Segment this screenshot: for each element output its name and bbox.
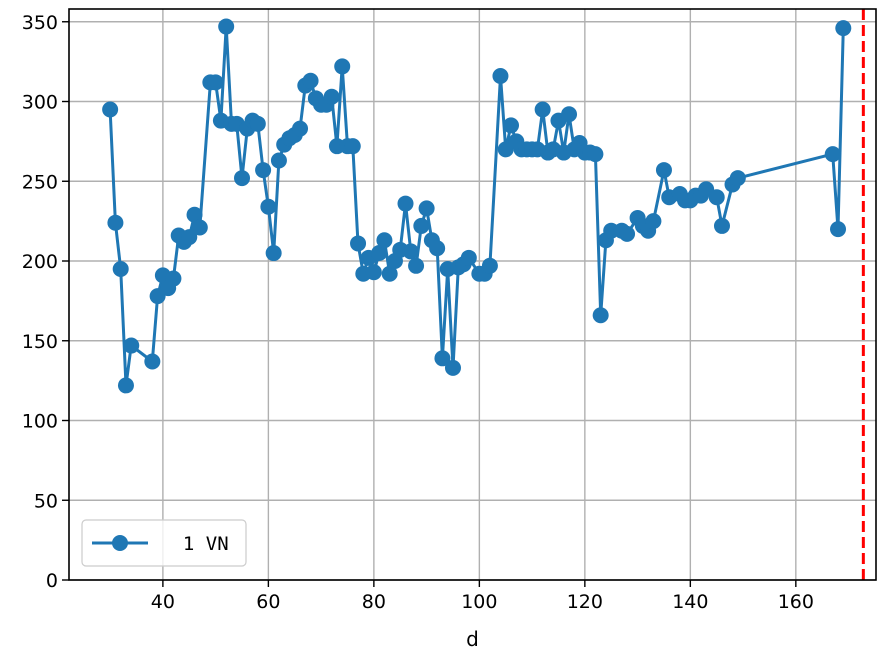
y-tick-label: 150 — [22, 331, 58, 353]
data-point — [503, 117, 520, 134]
data-point — [619, 225, 636, 242]
x-tick-label: 120 — [567, 591, 603, 613]
data-point — [492, 67, 509, 84]
x-tick-label: 100 — [461, 591, 497, 613]
axes-frame — [68, 8, 877, 581]
data-point — [713, 217, 730, 234]
data-point — [413, 217, 430, 234]
data-point — [481, 257, 498, 274]
data-point — [165, 270, 182, 287]
data-point — [645, 213, 662, 230]
data-point — [218, 18, 235, 35]
data-point — [260, 198, 277, 215]
data-point — [107, 214, 124, 231]
data-point — [334, 58, 351, 75]
x-axis-title: d — [466, 627, 479, 651]
data-point — [561, 106, 578, 123]
data-point — [123, 337, 140, 354]
data-point — [102, 101, 119, 118]
y-tick-label: 350 — [22, 12, 58, 34]
data-point — [344, 138, 361, 155]
data-point — [444, 359, 461, 376]
data-point — [144, 353, 161, 370]
legend: 1 VN — [81, 519, 247, 567]
data-point — [830, 221, 847, 238]
data-point — [835, 20, 852, 37]
grid-lines — [69, 9, 876, 581]
data-point — [587, 146, 604, 163]
y-tick-label: 0 — [46, 570, 58, 592]
data-point — [434, 350, 451, 367]
data-point — [402, 243, 419, 260]
x-tick-label: 40 — [151, 591, 175, 613]
x-tick-label: 80 — [362, 591, 386, 613]
data-point — [265, 245, 282, 262]
data-point — [181, 229, 198, 246]
data-point — [371, 245, 388, 262]
data-point — [418, 200, 435, 217]
data-point — [376, 232, 393, 249]
data-point — [270, 152, 287, 169]
data-point — [249, 115, 266, 132]
data-point — [824, 146, 841, 163]
data-point — [191, 219, 208, 236]
data-point — [655, 162, 672, 179]
data-point — [323, 88, 340, 105]
y-tick-label: 250 — [22, 171, 58, 193]
x-tick-label: 160 — [778, 591, 814, 613]
x-tick-label: 60 — [256, 591, 280, 613]
data-point — [397, 195, 414, 212]
data-point — [534, 101, 551, 118]
data-point — [186, 206, 203, 223]
legend-box — [81, 519, 247, 567]
data-point — [592, 307, 609, 324]
y-tick-label: 200 — [22, 251, 58, 273]
data-point — [207, 74, 224, 91]
data-point — [112, 260, 129, 277]
data-point — [117, 377, 134, 394]
series-layer — [102, 18, 852, 394]
data-point — [429, 240, 446, 257]
data-point — [365, 264, 382, 281]
y-tick-label: 100 — [22, 411, 58, 433]
data-point — [460, 249, 477, 266]
data-point — [381, 265, 398, 282]
data-point — [408, 257, 425, 274]
axis-ticks: 40 60 80 100 120 140 160 0 50 100 150 200 250 300 350 — [22, 12, 814, 613]
data-point — [350, 235, 367, 252]
legend-label: 1 VN — [160, 533, 229, 555]
data-point — [729, 170, 746, 187]
data-point — [708, 189, 725, 206]
data-point — [255, 162, 272, 179]
y-tick-label: 300 — [22, 92, 58, 114]
legend-marker-swatch — [112, 535, 128, 551]
data-point — [302, 72, 319, 89]
y-tick-label: 50 — [34, 490, 58, 512]
data-point — [234, 170, 251, 187]
x-tick-label: 140 — [672, 591, 708, 613]
data-point — [292, 120, 309, 137]
